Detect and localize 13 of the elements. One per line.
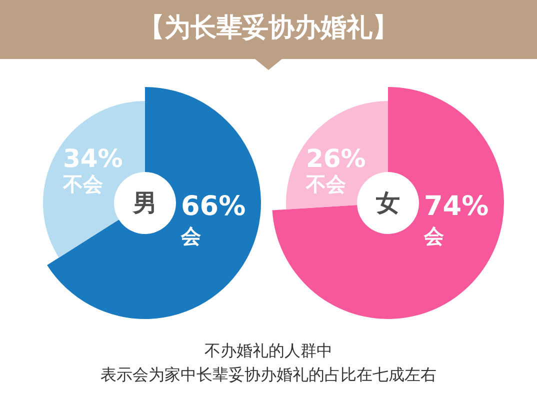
data-label: 66% xyxy=(181,191,246,222)
text: 不办婚礼的人群中 xyxy=(204,341,332,360)
text: 男 xyxy=(132,189,157,217)
data-label: 26% xyxy=(306,144,366,173)
data-label: 34% xyxy=(63,144,123,173)
slice-label: 不会 xyxy=(62,172,104,196)
slice-label: 会 xyxy=(180,224,202,248)
slice-label: 不会 xyxy=(305,172,347,196)
data-label: 74% xyxy=(424,191,489,222)
text: 女 xyxy=(375,189,400,217)
text: 表示会为家中长辈妥协办婚礼的占比在七成左右 xyxy=(100,365,436,384)
slice-label: 会 xyxy=(423,224,445,248)
chart-title: 【为长辈妥协办婚礼】 xyxy=(138,13,398,43)
